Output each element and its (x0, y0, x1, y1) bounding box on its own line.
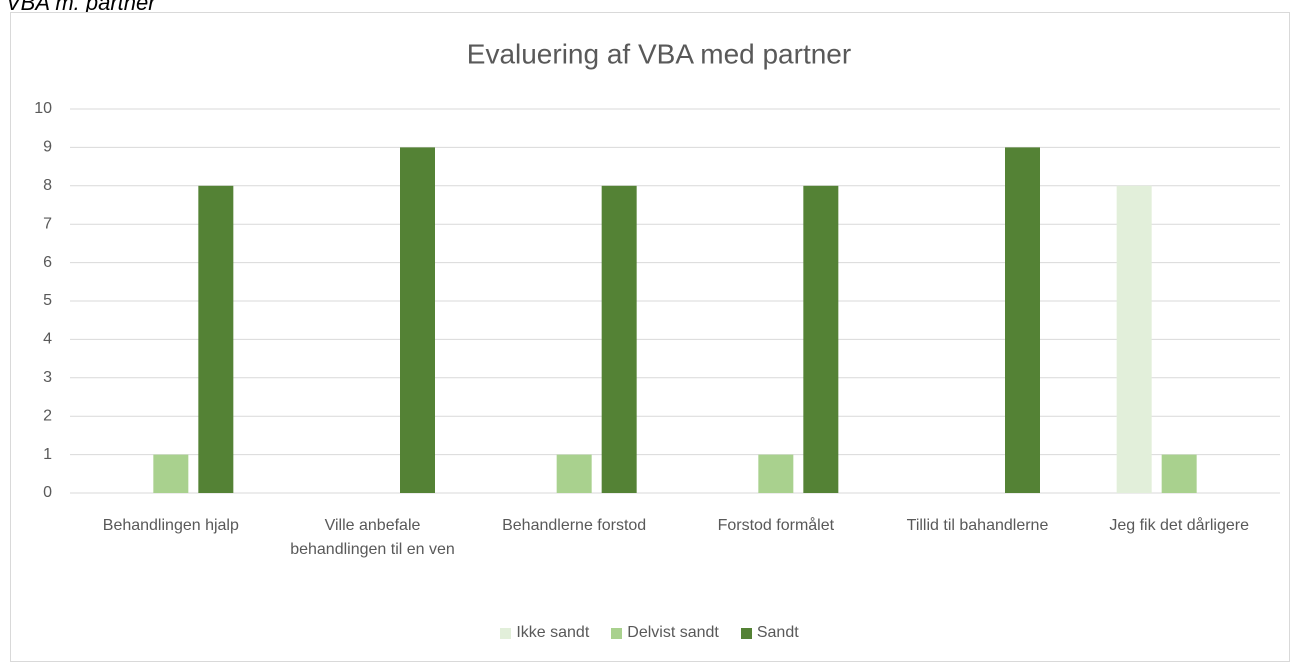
chart-title: Evaluering af VBA med partner (467, 38, 851, 69)
x-tick-label: Behandlingen hjalp (102, 517, 239, 534)
bar (153, 454, 189, 493)
bar (1116, 185, 1152, 494)
y-tick-label: 8 (43, 177, 52, 194)
legend-label: Sandt (756, 624, 799, 641)
legend-label: Delvist sandt (627, 624, 719, 641)
x-tick-label: Jeg fik det dårligere (1109, 517, 1249, 534)
legend-label: Ikke sandt (516, 624, 590, 641)
legend-item: Sandt (740, 624, 799, 642)
bar (1005, 147, 1040, 493)
y-tick-label: 7 (43, 215, 52, 232)
x-tick-label: Behandlerne forstod (502, 517, 647, 534)
legend-swatch (500, 627, 512, 639)
bar (758, 454, 794, 493)
legend-item: Ikke sandt (500, 624, 589, 642)
y-tick-label: 6 (43, 254, 52, 271)
x-tick-label: Ville anbefale behandlingen til en ven (290, 517, 455, 558)
legend: Ikke sandt Delvist sandt Sandt (0, 624, 1299, 642)
y-tick-label: 4 (43, 331, 52, 348)
legend-swatch (740, 627, 752, 639)
bar (400, 147, 435, 493)
y-tick-label: 3 (43, 369, 52, 386)
x-tick-label: Tillid til bahandlerne (906, 517, 1049, 534)
y-tick-label: 2 (43, 407, 52, 424)
y-tick-label: 1 (43, 446, 52, 463)
legend-swatch (611, 627, 623, 639)
bar (556, 454, 592, 493)
legend-item: Delvist sandt (611, 624, 719, 642)
bar (803, 185, 839, 494)
y-tick-label: 9 (43, 139, 52, 156)
bar (198, 185, 234, 494)
bar (1161, 454, 1197, 493)
y-tick-label: 0 (43, 484, 52, 501)
y-tick-label: 5 (43, 292, 52, 309)
y-tick-label: 10 (34, 100, 52, 117)
x-tick-label: Forstod formålet (717, 517, 835, 534)
bar (601, 185, 637, 494)
caption: VBA m. partner (6, 0, 156, 15)
